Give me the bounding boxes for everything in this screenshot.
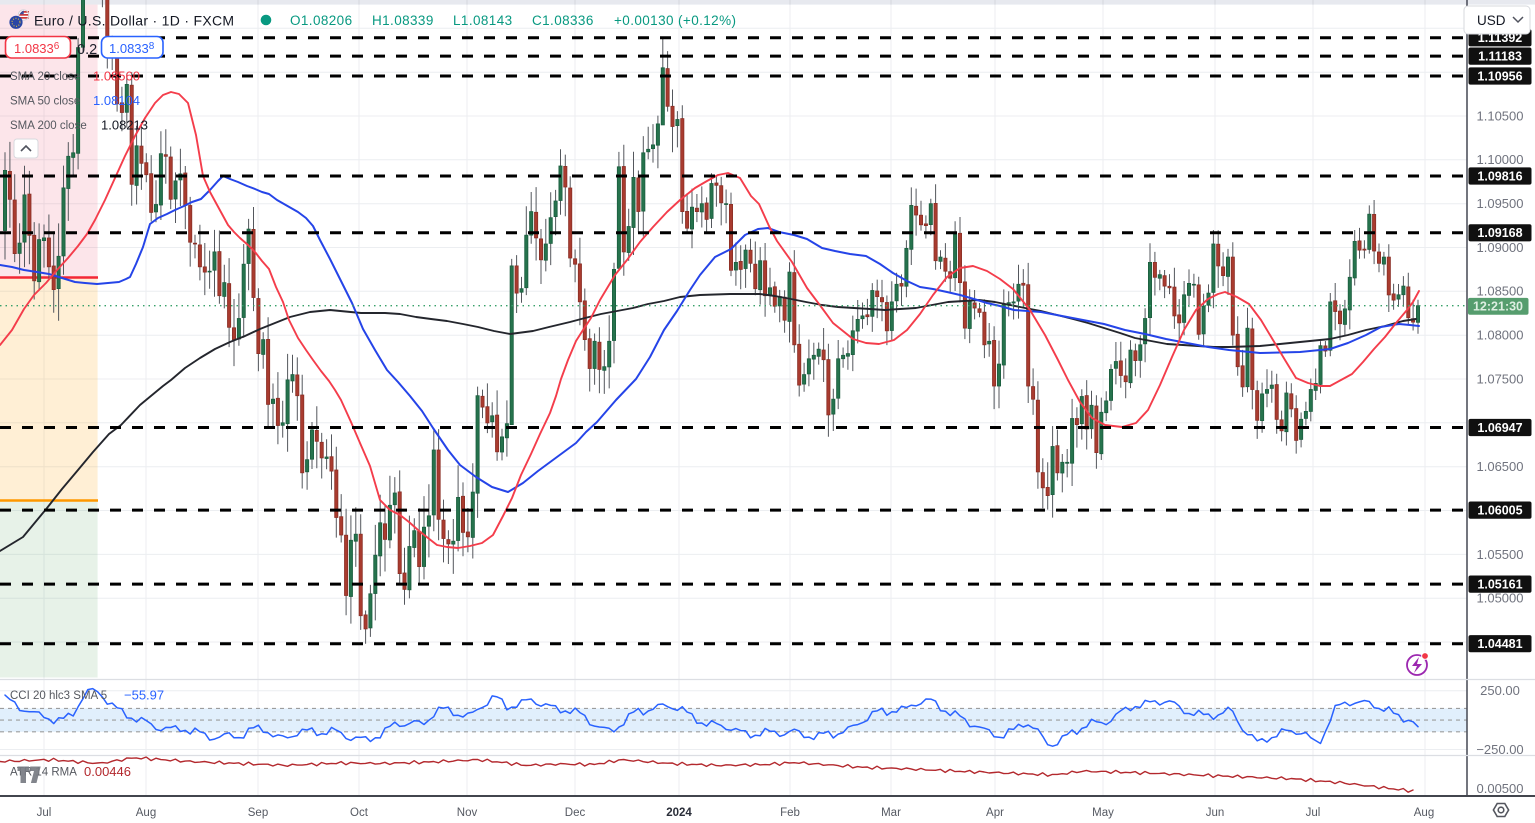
svg-text:1.08338: 1.08338 [109, 41, 155, 56]
svg-text:1.04481: 1.04481 [1477, 637, 1522, 651]
svg-text:Jun: Jun [1206, 807, 1225, 819]
svg-text:Aug: Aug [136, 807, 156, 819]
svg-text:−250.00: −250.00 [1476, 742, 1523, 757]
svg-text:1.06005: 1.06005 [1477, 504, 1522, 518]
svg-text:Feb: Feb [780, 807, 800, 819]
svg-text:Mar: Mar [881, 807, 901, 819]
svg-text:May: May [1092, 807, 1114, 819]
svg-text:CCI 20 hlc3 SMA 5: CCI 20 hlc3 SMA 5 [10, 690, 107, 702]
svg-text:1.05161: 1.05161 [1477, 578, 1522, 592]
svg-text:1.08500: 1.08500 [1477, 284, 1524, 299]
svg-text:0.00500: 0.00500 [1477, 781, 1524, 796]
svg-text:−55.97: −55.97 [124, 688, 164, 703]
svg-text:1.10956: 1.10956 [1477, 69, 1522, 83]
svg-text:1.08000: 1.08000 [1477, 328, 1524, 343]
svg-text:Jul: Jul [37, 807, 52, 819]
svg-text:1.10000: 1.10000 [1477, 152, 1524, 167]
svg-text:1.08336: 1.08336 [14, 41, 60, 56]
svg-text:Apr: Apr [986, 807, 1004, 819]
svg-text:0.00446: 0.00446 [84, 764, 131, 779]
svg-text:Sep: Sep [248, 807, 268, 819]
svg-text:1.05500: 1.05500 [1477, 547, 1524, 562]
svg-text:1.09816: 1.09816 [1477, 169, 1522, 183]
svg-text:USD: USD [1477, 13, 1506, 28]
svg-text:250.00: 250.00 [1480, 683, 1520, 698]
svg-text:1.08104: 1.08104 [93, 93, 140, 108]
svg-text:1.06500: 1.06500 [1477, 459, 1524, 474]
svg-text:Oct: Oct [350, 807, 369, 819]
svg-text:Nov: Nov [457, 807, 478, 819]
svg-text:1.09168: 1.09168 [1477, 226, 1522, 240]
svg-text:Dec: Dec [565, 807, 586, 819]
svg-text:1.08213: 1.08213 [101, 118, 148, 133]
svg-text:SMA 200 close: SMA 200 close [10, 120, 87, 132]
svg-text:1.09500: 1.09500 [1477, 196, 1524, 211]
svg-text:SMA 20 close: SMA 20 close [10, 71, 80, 83]
svg-text:0.2: 0.2 [77, 42, 97, 58]
svg-text:1.09000: 1.09000 [1477, 240, 1524, 255]
svg-text:1.11183: 1.11183 [1478, 50, 1522, 64]
svg-text:Jul: Jul [1306, 807, 1321, 819]
svg-text:1.06947: 1.06947 [1477, 421, 1522, 435]
svg-text:1.07500: 1.07500 [1477, 371, 1524, 386]
svg-text:Euro / U.S. Dollar · 1D · FXCM: Euro / U.S. Dollar · 1D · FXCM [34, 13, 234, 29]
svg-text:12:21:30: 12:21:30 [1473, 300, 1523, 314]
svg-text:Aug: Aug [1414, 807, 1434, 819]
svg-text:1.11392: 1.11392 [1478, 31, 1523, 45]
svg-text:SMA 50 close: SMA 50 close [10, 96, 80, 108]
svg-text:2024: 2024 [666, 807, 692, 819]
svg-text:1.08560: 1.08560 [93, 69, 140, 84]
svg-text:1.10500: 1.10500 [1477, 108, 1524, 123]
svg-text:1.05000: 1.05000 [1477, 591, 1524, 606]
